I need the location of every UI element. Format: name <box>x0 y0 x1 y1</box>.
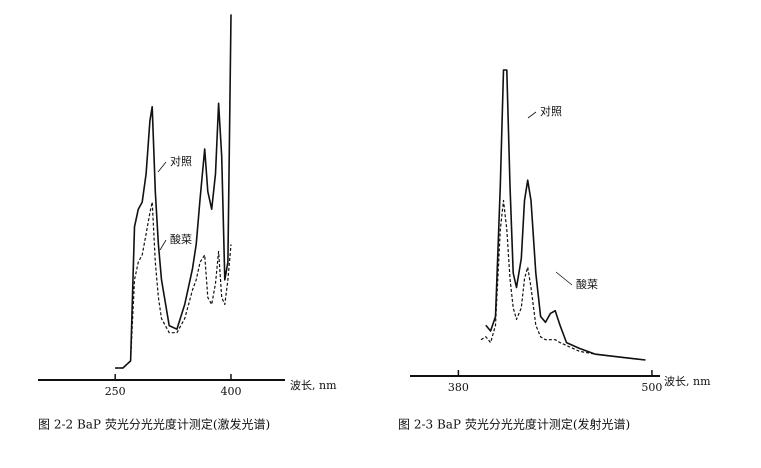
x-axis-label: 波长, nm <box>290 379 337 392</box>
series-label: 对照 <box>170 154 192 168</box>
label-leader <box>157 161 167 173</box>
spectrum-line <box>480 199 646 361</box>
label-leader <box>527 111 537 119</box>
x-tick-label: 500 <box>641 381 662 394</box>
x-tick-label: 400 <box>220 385 241 398</box>
x-tick-label: 380 <box>448 381 469 394</box>
spectrum-line <box>485 69 646 361</box>
series-label: 酸菜 <box>576 277 598 291</box>
caption: 图 2-2 BaP 荧光分光光度计测定(激发光谱) <box>38 417 270 432</box>
label-leader <box>555 271 573 286</box>
spectrum-line <box>115 14 232 369</box>
series-label: 对照 <box>540 104 562 118</box>
x-axis-label: 波长, nm <box>664 375 711 388</box>
series-label: 酸菜 <box>170 232 192 246</box>
label-leader <box>159 239 167 251</box>
spectrum-line <box>115 201 232 369</box>
caption: 图 2-3 BaP 荧光分光光度计测定(发射光谱) <box>398 417 630 432</box>
x-tick-label: 250 <box>105 385 126 398</box>
